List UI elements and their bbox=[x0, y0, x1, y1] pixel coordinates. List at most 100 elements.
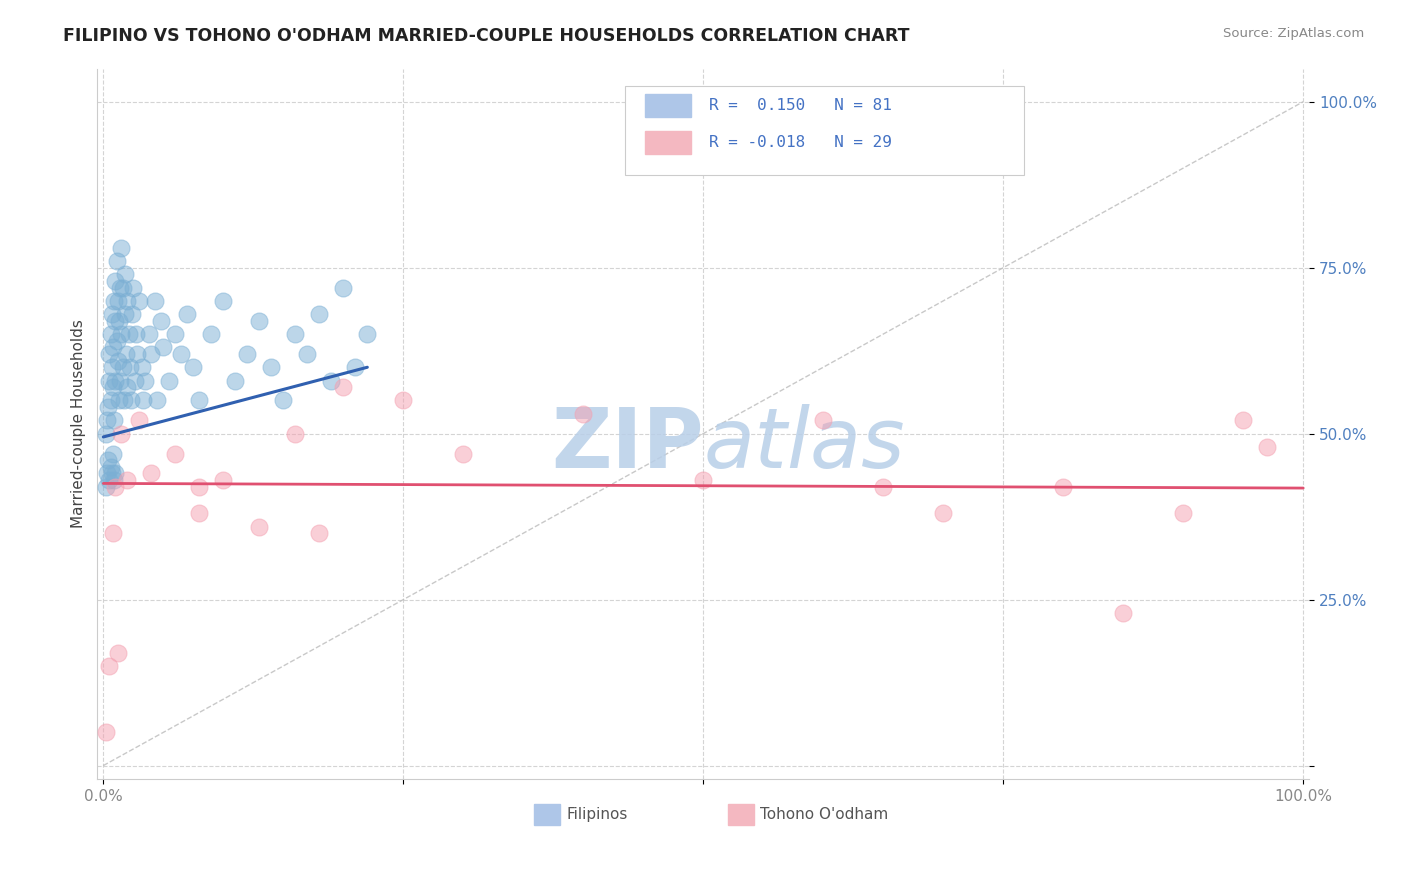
Point bbox=[165, 446, 187, 460]
Point bbox=[101, 380, 124, 394]
Point bbox=[124, 374, 146, 388]
Point bbox=[104, 314, 127, 328]
Text: atlas: atlas bbox=[703, 404, 905, 485]
Point bbox=[134, 374, 156, 388]
Point bbox=[872, 480, 894, 494]
Point bbox=[104, 274, 127, 288]
Point bbox=[107, 646, 129, 660]
Point bbox=[212, 293, 235, 308]
Point bbox=[104, 467, 127, 481]
Point bbox=[100, 360, 122, 375]
Point bbox=[1052, 480, 1074, 494]
Point bbox=[1232, 413, 1254, 427]
Point bbox=[107, 353, 129, 368]
Point bbox=[100, 467, 122, 481]
Point bbox=[141, 467, 163, 481]
Point bbox=[96, 413, 118, 427]
Point bbox=[117, 293, 139, 308]
Point bbox=[165, 327, 187, 342]
Point bbox=[108, 374, 131, 388]
Point bbox=[94, 480, 117, 494]
Point bbox=[1112, 606, 1135, 620]
Point bbox=[128, 413, 150, 427]
Point bbox=[104, 480, 127, 494]
Point bbox=[94, 725, 117, 739]
Point bbox=[170, 347, 193, 361]
Point bbox=[146, 393, 169, 408]
Text: R =  0.150   N = 81: R = 0.150 N = 81 bbox=[710, 98, 893, 113]
Y-axis label: Married-couple Households: Married-couple Households bbox=[72, 319, 86, 528]
Text: ZIP: ZIP bbox=[551, 404, 703, 485]
Point bbox=[96, 467, 118, 481]
Point bbox=[98, 473, 121, 487]
Point bbox=[132, 393, 155, 408]
Point bbox=[125, 347, 148, 361]
Point bbox=[932, 506, 955, 520]
Point bbox=[453, 446, 475, 460]
Point bbox=[284, 426, 307, 441]
Point bbox=[1173, 506, 1195, 520]
Point bbox=[115, 347, 138, 361]
Point bbox=[100, 459, 122, 474]
Point bbox=[392, 393, 415, 408]
Point bbox=[98, 659, 121, 673]
Point bbox=[118, 360, 141, 375]
Point bbox=[125, 327, 148, 342]
Text: Tohono O'odham: Tohono O'odham bbox=[761, 807, 889, 822]
Point bbox=[112, 393, 135, 408]
Point bbox=[284, 327, 307, 342]
Point bbox=[114, 307, 136, 321]
Point bbox=[122, 280, 145, 294]
Point bbox=[143, 293, 166, 308]
FancyBboxPatch shape bbox=[624, 87, 1025, 175]
Point bbox=[120, 393, 142, 408]
Point bbox=[103, 293, 125, 308]
Point bbox=[97, 400, 120, 414]
Point bbox=[188, 506, 211, 520]
Point bbox=[212, 473, 235, 487]
Text: R = -0.018   N = 29: R = -0.018 N = 29 bbox=[710, 135, 893, 150]
Point bbox=[247, 314, 270, 328]
Point bbox=[100, 327, 122, 342]
Point bbox=[1256, 440, 1278, 454]
Text: Filipinos: Filipinos bbox=[567, 807, 627, 822]
Point bbox=[98, 347, 121, 361]
Point bbox=[176, 307, 198, 321]
Point bbox=[117, 327, 139, 342]
Point bbox=[141, 347, 163, 361]
Point bbox=[128, 293, 150, 308]
Point bbox=[100, 393, 122, 408]
Point bbox=[111, 280, 134, 294]
Point bbox=[100, 307, 122, 321]
Point bbox=[247, 519, 270, 533]
Point bbox=[108, 280, 131, 294]
Point bbox=[117, 473, 139, 487]
Point bbox=[224, 374, 246, 388]
Point bbox=[104, 374, 127, 388]
Point bbox=[107, 293, 129, 308]
Point bbox=[103, 473, 125, 487]
Point bbox=[260, 360, 283, 375]
Point bbox=[332, 380, 354, 394]
Point bbox=[97, 453, 120, 467]
Point bbox=[108, 314, 131, 328]
Point bbox=[111, 360, 134, 375]
FancyBboxPatch shape bbox=[645, 94, 692, 117]
Point bbox=[101, 526, 124, 541]
Point bbox=[98, 374, 121, 388]
Text: Source: ZipAtlas.com: Source: ZipAtlas.com bbox=[1223, 27, 1364, 40]
Point bbox=[332, 280, 354, 294]
Point bbox=[110, 426, 132, 441]
Point bbox=[117, 380, 139, 394]
FancyBboxPatch shape bbox=[534, 804, 560, 825]
Point bbox=[297, 347, 319, 361]
FancyBboxPatch shape bbox=[727, 804, 754, 825]
Point bbox=[152, 340, 174, 354]
Point bbox=[188, 393, 211, 408]
Point bbox=[131, 360, 153, 375]
Point bbox=[114, 268, 136, 282]
Point bbox=[121, 307, 143, 321]
Point bbox=[105, 254, 128, 268]
Point bbox=[138, 327, 160, 342]
Point bbox=[94, 426, 117, 441]
